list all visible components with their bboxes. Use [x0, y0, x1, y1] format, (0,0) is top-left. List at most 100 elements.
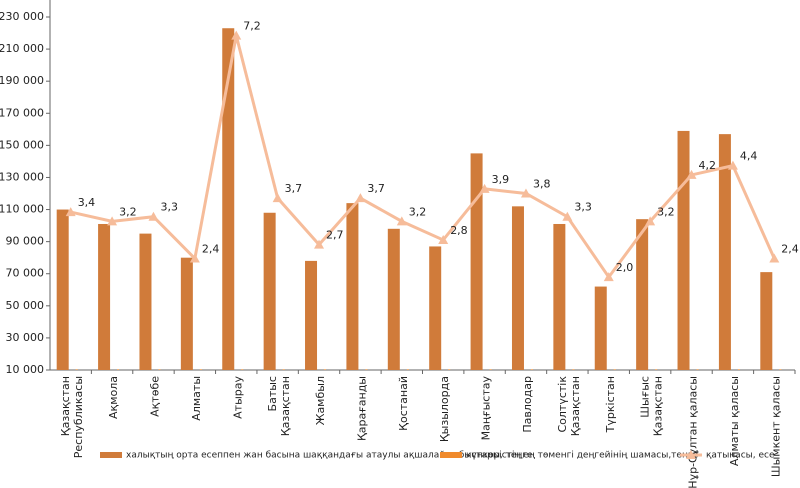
bar [324, 369, 327, 370]
data-label: 2,7 [326, 229, 344, 242]
line-marker [231, 30, 242, 40]
y-tick-label: 110 000 [0, 203, 44, 216]
data-label: 2,4 [202, 243, 220, 256]
data-label: 2,0 [616, 261, 634, 274]
bar [406, 369, 409, 370]
line-marker [520, 188, 531, 198]
bar [511, 206, 524, 370]
x-tick-label: Павлодар [521, 376, 534, 433]
line-marker [438, 234, 449, 244]
bar [448, 369, 451, 370]
x-tick-label: Шымкент қаласы [769, 376, 782, 477]
x-tick-label: Жамбыл [314, 376, 327, 425]
legend-swatch [100, 452, 122, 458]
bar [56, 209, 69, 370]
line-marker [396, 216, 407, 226]
x-tick-label: Ақмола [107, 376, 120, 419]
bar [241, 369, 244, 370]
y-tick-label: 190 000 [0, 74, 44, 87]
bar [117, 369, 120, 370]
line-marker [355, 193, 366, 203]
data-label: 3,7 [285, 182, 303, 195]
bar [636, 219, 649, 370]
x-tick-label: Қостанай [397, 376, 410, 431]
y-tick-label: 130 000 [0, 170, 44, 183]
data-label: 3,2 [657, 205, 675, 218]
y-tick-label: 230 000 [0, 10, 44, 23]
bar [470, 153, 483, 370]
bar [489, 369, 492, 370]
line-marker [686, 169, 697, 179]
x-tick-label: Маңғыстау [480, 376, 493, 441]
bar [263, 212, 276, 370]
y-tick-label: 170 000 [0, 106, 44, 119]
y-tick-label: 150 000 [0, 138, 44, 151]
bar [677, 130, 690, 370]
line-marker [148, 211, 159, 221]
line-marker [562, 211, 573, 221]
x-tick-label: СолтүстікҚазақстан [556, 376, 582, 437]
x-tick-label: Қарағанды [355, 376, 368, 441]
x-tick-label: Ақтөбе [148, 376, 161, 417]
line-marker [479, 183, 490, 193]
x-tick-label: БатысҚазақстан [266, 376, 292, 436]
bar [199, 369, 202, 370]
y-tick-label: 30 000 [6, 331, 45, 344]
line-marker [107, 216, 118, 226]
data-label: 4,4 [740, 150, 758, 163]
data-label: 3,8 [533, 178, 551, 191]
bar [553, 223, 566, 370]
x-tick-label: Қызылорда [438, 376, 451, 442]
bar [760, 272, 773, 370]
legend-swatch [686, 450, 696, 459]
data-label: 3,3 [160, 201, 178, 214]
line-marker [645, 216, 656, 226]
data-label: 3,9 [492, 173, 510, 186]
data-label: 3,2 [409, 205, 427, 218]
x-tick-label: Нұр-Сұлтан қаласы [687, 376, 700, 488]
legend-swatch [440, 452, 462, 458]
bar [779, 369, 782, 370]
data-label: 2,8 [450, 224, 468, 237]
y-tick-label: 210 000 [0, 42, 44, 55]
y-tick-label: 10 000 [6, 363, 45, 376]
bar [180, 257, 193, 370]
line-marker [727, 160, 738, 170]
line [70, 35, 776, 280]
y-tick-label: 50 000 [6, 299, 45, 312]
legend-label: күнкөрістің ең төменгі деңгейінің шамасы… [466, 451, 699, 461]
x-tick-label: Атырау [231, 376, 244, 419]
bar [429, 246, 442, 370]
bar [387, 228, 400, 370]
bar [613, 369, 616, 370]
x-tick-label: Алматы [190, 376, 203, 421]
legend-label: халықтың орта есеппен жан басына шаққанд… [126, 451, 533, 461]
bar [572, 369, 575, 370]
data-label: 3,4 [78, 196, 96, 209]
line-marker [314, 239, 325, 249]
y-tick-label: 90 000 [6, 235, 45, 248]
data-label: 4,2 [699, 159, 717, 172]
line-marker [272, 193, 283, 203]
bar [365, 369, 368, 370]
x-tick-label: ҚазақстанРеспубликасы [59, 376, 85, 458]
legend-label: қатынасы, есе [706, 451, 775, 461]
x-tick-label: Алматы қаласы [728, 376, 741, 466]
bar [346, 203, 359, 370]
data-label: 3,2 [119, 205, 137, 218]
x-tick-label: ШығысҚазақстан [639, 376, 665, 436]
line-marker [65, 207, 76, 217]
line-marker [189, 253, 200, 263]
data-label: 3,7 [367, 182, 385, 195]
bar [222, 28, 235, 371]
bar [655, 369, 658, 370]
bar [696, 369, 699, 370]
bar [75, 369, 78, 370]
y-tick-label: 70 000 [6, 267, 45, 280]
x-tick-label: Түркістан [604, 376, 617, 433]
line-marker [603, 272, 614, 282]
bar [718, 134, 731, 370]
data-label: 2,4 [781, 243, 799, 256]
legend: халықтың орта есеппен жан басына шаққанд… [100, 450, 775, 461]
bar [737, 369, 740, 370]
